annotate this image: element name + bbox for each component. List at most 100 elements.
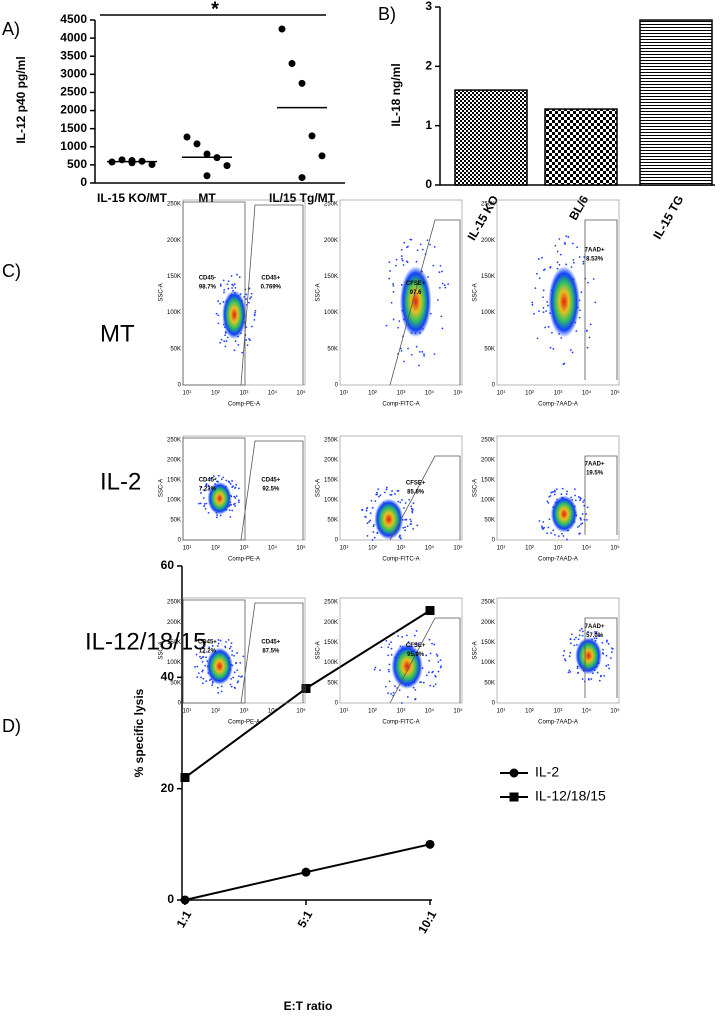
event-dot — [578, 316, 581, 319]
event-dot — [585, 513, 587, 515]
event-dot — [410, 505, 413, 508]
y-tick-label: 2000 — [60, 103, 87, 117]
event-dot — [227, 280, 230, 283]
event-dot — [233, 671, 236, 674]
event-dot — [200, 492, 202, 494]
y-tick-label: 150K — [481, 274, 495, 280]
event-dot — [589, 323, 592, 326]
event-dot — [580, 523, 582, 526]
event-dot — [220, 685, 223, 688]
event-dot — [196, 676, 199, 678]
event-dot — [566, 490, 569, 493]
event-dot — [223, 288, 226, 291]
y-tick-label: 200K — [324, 620, 338, 626]
data-point — [148, 161, 156, 169]
event-dot — [215, 516, 218, 519]
event-dot — [205, 484, 208, 486]
gate-label: CD45+ — [261, 477, 280, 483]
x-axis-label: Comp-7AAD-A — [538, 720, 578, 726]
event-dot — [606, 639, 608, 642]
event-dot — [562, 363, 565, 366]
event-dot — [558, 264, 561, 266]
event-dot — [205, 502, 208, 505]
x-axis-label: Comp-FITC-A — [382, 557, 419, 563]
event-dot — [231, 287, 233, 289]
event-dot — [224, 334, 226, 337]
event-dot — [542, 527, 545, 530]
event-dot — [399, 501, 402, 504]
x-tick-label: 10:1 — [415, 908, 439, 936]
event-dot — [537, 258, 540, 260]
event-dot — [217, 642, 220, 645]
event-dot — [403, 360, 405, 363]
event-dot — [415, 630, 418, 632]
event-dot — [238, 499, 240, 502]
y-tick-label: 200K — [481, 620, 495, 626]
gate-label: CFSE+ — [406, 281, 426, 287]
event-dot — [236, 681, 239, 684]
x-axis-label: E:T ratio — [284, 999, 333, 1013]
event-dot — [398, 689, 401, 692]
gate-label: CD45- — [199, 477, 216, 483]
event-dot — [602, 648, 604, 651]
bar — [544, 108, 618, 186]
gate-label: 97.6 — [410, 290, 422, 296]
event-dot — [550, 532, 552, 534]
y-tick-label: 150K — [167, 274, 181, 280]
event-dot — [394, 685, 396, 688]
event-dot — [568, 669, 571, 672]
event-dot — [412, 508, 414, 511]
event-dot — [418, 350, 421, 353]
event-dot — [369, 519, 372, 522]
event-dot — [229, 645, 232, 648]
x-tick-label: 10³ — [240, 709, 249, 715]
event-dot — [571, 633, 573, 636]
event-dot — [208, 679, 211, 682]
gate-label: CD45- — [199, 275, 216, 281]
event-dot — [566, 538, 568, 541]
event-dot — [204, 664, 207, 667]
event-dot — [233, 654, 236, 657]
data-point — [203, 150, 211, 158]
y-tick-label: 20 — [161, 781, 175, 795]
event-dot — [559, 253, 562, 256]
event-dot — [600, 674, 603, 677]
event-dot — [415, 260, 418, 263]
event-dot — [403, 241, 406, 244]
x-tick-label: 10³ — [554, 546, 563, 552]
y-tick-label: 200K — [481, 238, 495, 244]
event-dot — [596, 671, 599, 674]
event-dot — [427, 276, 429, 278]
y-tick-label: 50K — [484, 680, 495, 686]
gate-label: 98.7% — [199, 284, 217, 290]
event-dot — [374, 500, 377, 503]
event-dot — [444, 286, 447, 289]
event-dot — [202, 669, 204, 672]
x-axis-label: Comp-FITC-A — [382, 720, 419, 726]
event-dot — [552, 529, 555, 532]
x-tick-label: 10² — [368, 391, 377, 397]
x-tick-label: IL-15 TG — [650, 193, 686, 242]
y-tick-label: 0 — [492, 701, 496, 707]
event-dot — [552, 490, 555, 493]
gate-label: 7.23% — [199, 486, 217, 492]
event-dot — [201, 661, 204, 663]
event-dot — [441, 282, 444, 285]
event-dot — [378, 669, 381, 672]
x-tick-label: 10² — [368, 709, 377, 715]
x-tick-label: BL/6 — [566, 193, 591, 223]
gate-label: 7AAD+ — [585, 248, 605, 254]
x-axis-label: Comp-7AAD-A — [538, 557, 578, 563]
x-tick-label: 10² — [525, 391, 534, 397]
y-tick-label: 500 — [67, 157, 87, 171]
event-dot — [195, 653, 198, 656]
y-tick-label: 2500 — [60, 85, 87, 99]
bar — [454, 89, 528, 186]
event-dot — [593, 637, 596, 640]
y-tick-label: 150K — [481, 478, 495, 484]
event-dot — [548, 495, 551, 498]
data-point — [298, 79, 306, 87]
panel-label: C) — [2, 261, 21, 281]
event-dot — [207, 484, 210, 487]
event-dot — [410, 353, 413, 356]
